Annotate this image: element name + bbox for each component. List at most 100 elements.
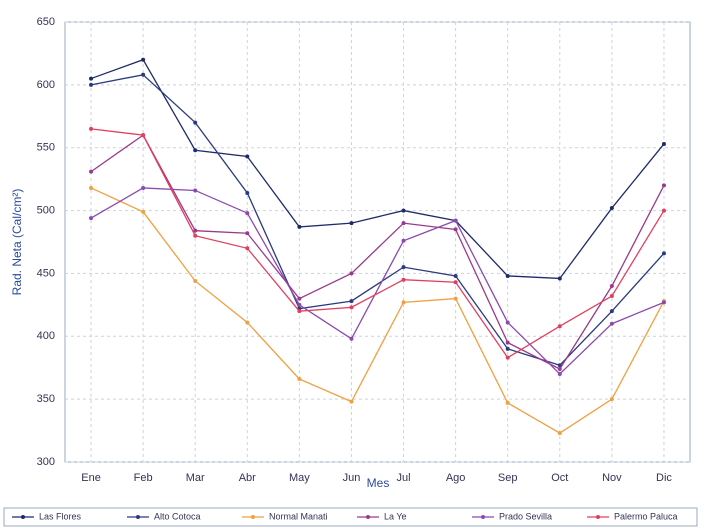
point: [609, 309, 614, 314]
point: [297, 296, 302, 301]
point: [89, 76, 94, 81]
legend-label: Normal Manati: [269, 511, 328, 521]
series-line: [90, 58, 665, 280]
point: [505, 320, 510, 325]
legend: [3, 507, 698, 527]
y-axis-label: Rad. Neta (Cal/cm²): [10, 189, 24, 296]
y-tick-label: 300: [37, 456, 55, 468]
point: [401, 221, 406, 226]
point: [453, 273, 458, 278]
point: [297, 377, 302, 382]
x-tick-label: Jun: [343, 472, 361, 484]
y-tick-label: 650: [37, 16, 55, 28]
legend-label: Alto Cotoca: [154, 511, 201, 521]
point: [661, 208, 666, 213]
x-tick-label: Ene: [81, 472, 101, 484]
point: [505, 340, 510, 345]
plot-area: [64, 21, 691, 463]
point: [193, 148, 198, 153]
point: [89, 82, 94, 87]
x-tick-label: Dic: [656, 472, 672, 484]
point: [297, 302, 302, 307]
point: [349, 299, 354, 304]
legend-label: Palermo Paluca: [614, 511, 678, 521]
x-axis-label: Mes: [367, 476, 390, 490]
x-tick-label: Mar: [186, 472, 205, 484]
legend-marker: [136, 515, 140, 519]
point: [349, 336, 354, 341]
point: [141, 57, 146, 62]
point: [141, 209, 146, 214]
point: [557, 372, 562, 376]
point: [349, 221, 354, 226]
point: [557, 431, 562, 436]
point: [609, 321, 614, 326]
legend-marker: [481, 515, 485, 519]
point: [557, 366, 562, 371]
point: [453, 227, 458, 232]
x-tick-label: Abr: [239, 472, 256, 484]
point: [193, 233, 198, 238]
point: [297, 224, 302, 229]
point: [453, 218, 458, 223]
y-tick-label: 400: [37, 330, 55, 342]
point: [89, 169, 94, 174]
point: [349, 271, 354, 276]
x-tick-label: Sep: [498, 472, 518, 484]
point: [349, 399, 354, 404]
point: [609, 206, 614, 211]
point: [245, 231, 250, 236]
point: [505, 273, 510, 278]
point: [141, 133, 146, 138]
point: [661, 183, 666, 188]
point: [245, 190, 250, 195]
point: [245, 246, 250, 251]
legend-marker: [21, 515, 25, 519]
legend-label: Las Flores: [39, 511, 82, 521]
series-line: [90, 187, 665, 375]
x-tick-label: Oct: [551, 472, 568, 484]
point: [297, 309, 302, 314]
x-tick-label: Jul: [397, 472, 411, 484]
point: [557, 276, 562, 281]
point: [193, 228, 198, 233]
point: [349, 305, 354, 310]
y-tick-label: 600: [37, 79, 55, 91]
y-tick-label: 450: [37, 267, 55, 279]
point: [401, 277, 406, 282]
point: [245, 211, 250, 216]
legend-marker: [596, 515, 600, 519]
point: [661, 141, 666, 146]
point: [661, 300, 666, 305]
series-line: [90, 128, 665, 359]
x-tick-label: Ago: [446, 472, 466, 484]
point: [245, 154, 250, 159]
point: [661, 251, 666, 256]
legend-label: La Ye: [384, 511, 407, 521]
point: [609, 294, 614, 299]
point: [401, 238, 406, 243]
point: [401, 265, 406, 270]
point: [505, 400, 510, 405]
point: [453, 280, 458, 285]
point: [193, 278, 198, 283]
point: [245, 320, 250, 325]
point: [609, 284, 614, 288]
point: [193, 120, 198, 125]
point: [141, 72, 146, 77]
x-tick-label: May: [289, 472, 310, 484]
series-line: [90, 134, 665, 370]
point: [193, 188, 198, 193]
point: [401, 300, 406, 305]
series-line: [90, 187, 665, 434]
y-tick-label: 550: [37, 142, 55, 154]
point: [557, 324, 562, 329]
point: [505, 346, 510, 351]
point: [505, 355, 510, 360]
point: [401, 208, 406, 213]
point: [89, 126, 94, 131]
point: [141, 185, 146, 190]
point: [89, 216, 94, 221]
